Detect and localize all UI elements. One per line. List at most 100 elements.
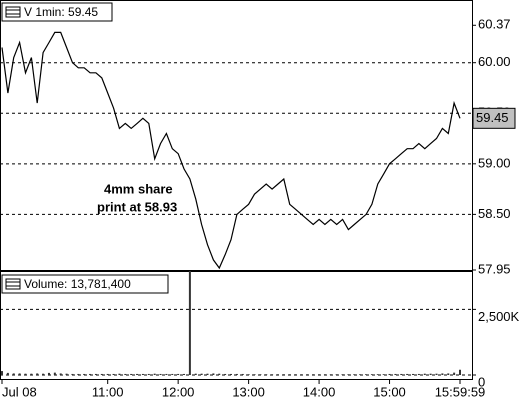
volume-bar: [388, 373, 391, 375]
volume-bar: [171, 373, 174, 375]
volume-bar: [71, 373, 74, 375]
legend-text: Volume: 13,781,400: [24, 277, 131, 291]
volume-bar: [24, 373, 27, 375]
volume-bar: [218, 373, 221, 375]
volume-bar: [271, 374, 274, 375]
y-tick-label: 2,500K: [478, 309, 520, 324]
volume-bar: [459, 369, 461, 375]
volume-bar: [212, 373, 215, 375]
volume-bar: [83, 373, 86, 375]
volume-bar: [312, 374, 315, 375]
volume-bar: [59, 373, 62, 375]
volume-legend: Volume: 13,781,400: [1, 274, 169, 294]
volume-bar: [141, 373, 144, 375]
volume-bar: [276, 374, 279, 375]
volume-bar: [406, 373, 409, 375]
price-line: [1, 31, 461, 270]
price-legend: V 1min: 59.45: [1, 2, 113, 22]
volume-bar: [323, 374, 326, 375]
volume-bar: [382, 374, 385, 375]
volume-panel: [0, 271, 473, 380]
volume-bar: [1, 371, 3, 375]
volume-bar: [200, 373, 203, 375]
y-tick-label: 60.37: [478, 17, 511, 32]
volume-bar: [318, 374, 321, 375]
plot-layer: 60.3760.0059.5059.0058.5057.9559.4502,50…: [0, 17, 520, 399]
volume-bar: [30, 373, 33, 375]
volume-bar: [100, 373, 103, 375]
volume-bar: [365, 374, 368, 375]
volume-bar: [412, 373, 415, 375]
volume-bar: [18, 373, 21, 375]
volume-bar: [370, 374, 373, 375]
x-tick-label: 11:00: [92, 384, 124, 399]
volume-bar: [282, 374, 285, 375]
x-tick-label: 15:00: [373, 384, 406, 399]
volume-bar: [294, 374, 297, 375]
volume-bar: [253, 374, 256, 375]
volume-bar: [300, 374, 303, 375]
volume-bar: [447, 373, 450, 375]
x-tick-label: 12:00: [162, 384, 195, 399]
volume-bar: [153, 373, 156, 375]
volume-bar: [429, 373, 432, 375]
volume-bar: [417, 373, 420, 375]
volume-bar: [183, 373, 186, 375]
volume-bar: [329, 374, 332, 375]
last-price-box: [472, 107, 516, 129]
volume-bar: [130, 373, 133, 375]
volume-bar: [265, 374, 268, 375]
y-tick-label: 60.00: [478, 54, 511, 69]
volume-bar: [241, 373, 244, 375]
legend-box: [1, 2, 113, 22]
volume-bar: [259, 374, 262, 375]
volume-bar: [435, 373, 438, 375]
price-panel: [0, 0, 473, 271]
annotation: print at 58.93: [97, 199, 177, 214]
x-tick-label: 13:00: [232, 384, 265, 399]
x-tick-label: 14:00: [303, 384, 336, 399]
volume-bar: [53, 372, 56, 375]
volume-bar: [106, 373, 109, 375]
volume-bar: [77, 373, 80, 375]
volume-bar: [165, 373, 168, 375]
volume-bar: [453, 372, 456, 375]
y-tick-label: 58.50: [478, 206, 511, 221]
volume-bar: [206, 373, 209, 375]
volume-bar: [136, 373, 139, 375]
volume-bar: [159, 373, 162, 375]
y-tick-label: 0: [478, 374, 485, 389]
y-tick-label: 57.95: [478, 261, 511, 276]
volume-bar: [42, 373, 45, 375]
volume-bar: [118, 373, 121, 375]
volume-bar: [400, 373, 403, 375]
volume-bar: [306, 374, 309, 375]
y-tick-label: 59.00: [478, 155, 511, 170]
volume-bar: [94, 373, 97, 375]
volume-bar: [247, 374, 250, 375]
x-tick-label: 15:59:59: [435, 384, 486, 399]
last-price-label: 59.45: [476, 110, 509, 125]
volume-bar: [188, 271, 191, 375]
volume-bar: [347, 374, 350, 375]
legend-icon: [5, 6, 21, 18]
volume-bar: [224, 373, 227, 375]
volume-bar: [230, 373, 232, 375]
volume-bar: [376, 374, 379, 375]
volume-bar: [12, 373, 15, 375]
volume-bar: [124, 373, 127, 375]
volume-bar: [335, 374, 338, 375]
volume-bar: [288, 374, 291, 375]
volume-bar: [112, 373, 115, 375]
volume-bar: [6, 372, 9, 375]
volume-bar: [394, 373, 397, 375]
volume-bar: [65, 373, 68, 375]
volume-bar: [177, 373, 180, 375]
volume-bar: [423, 373, 426, 375]
volume-bar: [89, 373, 92, 375]
legend-icon: [5, 278, 21, 290]
volume-bar: [235, 373, 238, 375]
annotation: 4mm share: [104, 181, 173, 196]
